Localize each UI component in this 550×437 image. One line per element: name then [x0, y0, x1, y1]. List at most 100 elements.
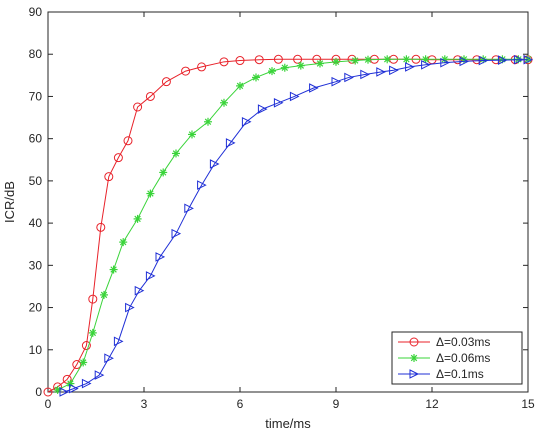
data-point — [43, 387, 53, 397]
data-point — [123, 136, 133, 146]
data-point — [257, 104, 268, 114]
y-tick-label: 90 — [29, 5, 43, 19]
data-point — [161, 77, 171, 87]
data-point — [134, 285, 145, 296]
y-tick-label: 50 — [29, 174, 43, 188]
data-point — [119, 238, 128, 247]
data-point — [459, 56, 470, 67]
x-tick-label: 3 — [141, 397, 148, 411]
data-point — [181, 66, 191, 76]
data-point — [225, 138, 236, 148]
data-point — [351, 56, 360, 65]
data-point — [145, 271, 156, 281]
data-point — [254, 55, 264, 65]
series-1 — [53, 55, 532, 394]
y-axis-label: ICR/dB — [2, 181, 17, 223]
y-tick-label: 70 — [29, 89, 43, 103]
data-point — [155, 252, 166, 262]
data-point — [171, 228, 182, 239]
data-point — [145, 91, 155, 101]
legend: Δ=0.03ms Δ=0.06ms Δ=0.1ms — [391, 331, 523, 385]
plot-area — [47, 11, 529, 393]
data-point — [88, 328, 97, 337]
data-point — [241, 116, 252, 127]
y-tick-label: 60 — [29, 132, 43, 146]
data-point — [113, 336, 124, 347]
data-point — [125, 302, 135, 313]
x-axis-label: time/ms — [265, 416, 311, 431]
data-point — [478, 55, 489, 66]
data-point — [389, 65, 399, 76]
x-axis: 0 3 6 9 12 15 — [45, 12, 535, 411]
data-point — [220, 98, 228, 107]
y-tick-label: 0 — [35, 385, 42, 399]
data-point — [402, 55, 411, 64]
data-point — [94, 370, 105, 380]
data-point — [289, 91, 300, 102]
legend-marker — [409, 337, 419, 347]
data-point — [109, 265, 118, 274]
data-point — [360, 69, 370, 80]
data-point — [219, 57, 229, 67]
data-point — [172, 149, 180, 158]
legend-item: Δ=0.06ms — [398, 351, 490, 365]
data-point — [421, 59, 431, 70]
legend-marker — [409, 369, 420, 379]
data-point — [332, 57, 340, 66]
legend-label: Δ=0.03ms — [436, 335, 490, 349]
y-tick-label: 40 — [29, 216, 43, 230]
data-point — [81, 378, 92, 389]
data-point — [296, 61, 305, 70]
data-point — [104, 353, 114, 364]
x-tick-label: 9 — [333, 397, 340, 411]
x-tick-label: 0 — [45, 397, 52, 411]
data-point — [81, 341, 91, 351]
y-tick-label: 10 — [29, 343, 43, 357]
data-point — [440, 57, 450, 68]
data-point — [273, 54, 283, 64]
data-point — [100, 290, 108, 299]
data-point — [421, 55, 430, 64]
x-tick-label: 15 — [521, 397, 535, 411]
data-point — [236, 81, 244, 90]
data-point — [316, 59, 324, 68]
x-tick-label: 6 — [237, 397, 244, 411]
data-point — [252, 73, 260, 82]
data-point — [209, 159, 220, 169]
data-point — [309, 83, 319, 93]
data-point — [235, 56, 245, 66]
data-point — [268, 67, 276, 76]
data-point — [104, 172, 114, 182]
x-tick-label: 12 — [425, 397, 439, 411]
data-point — [376, 67, 386, 77]
data-point — [280, 63, 289, 72]
data-point — [184, 203, 194, 214]
data-point — [331, 76, 342, 87]
data-point — [497, 55, 508, 65]
data-point — [79, 358, 88, 367]
data-point — [133, 102, 143, 112]
data-point — [59, 387, 70, 397]
data-point — [113, 153, 123, 163]
legend-item: Δ=0.1ms — [398, 367, 484, 381]
data-point — [159, 168, 168, 177]
legend-item: Δ=0.03ms — [398, 335, 490, 349]
y-tick-label: 80 — [29, 47, 43, 61]
y-tick-label: 20 — [29, 301, 43, 315]
data-point — [383, 55, 392, 64]
data-point — [197, 62, 207, 72]
data-point — [146, 189, 155, 198]
data-point — [344, 72, 354, 83]
data-point — [513, 54, 524, 65]
data-point — [133, 214, 142, 223]
data-point — [523, 54, 534, 65]
data-point — [69, 383, 79, 394]
data-point — [273, 97, 284, 108]
legend-marker — [410, 354, 418, 362]
data-point — [197, 180, 207, 190]
data-point — [293, 54, 303, 64]
y-tick-label: 30 — [29, 258, 43, 272]
y-axis: 0 10 20 30 40 50 60 70 80 90 — [29, 5, 528, 399]
data-point — [88, 294, 98, 304]
